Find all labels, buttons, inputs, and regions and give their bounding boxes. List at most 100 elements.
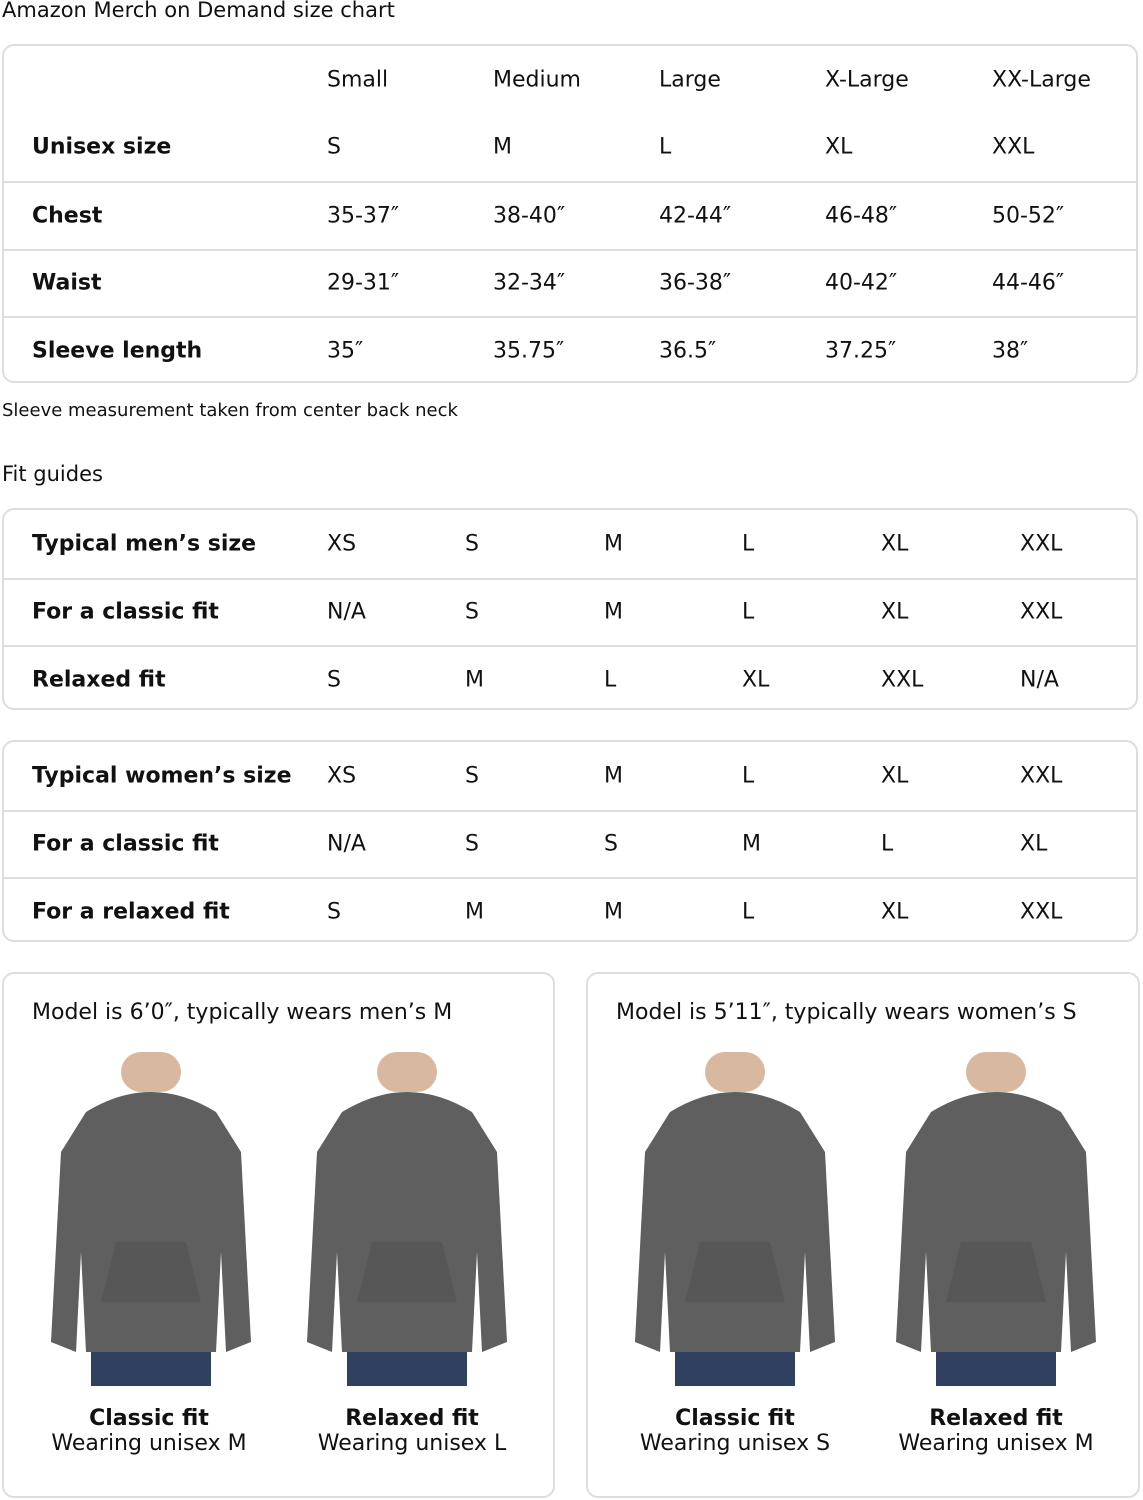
photo-caption: Classic fit Wearing unisex S: [639, 1406, 831, 1456]
table-cell: 44-46″: [992, 270, 1065, 296]
page-title: Amazon Merch on Demand size chart: [2, 0, 395, 22]
table-cell: S: [465, 763, 479, 789]
table-cell: M: [493, 134, 512, 160]
table-cell: S: [465, 599, 479, 625]
table-row: Waist 29-31″ 32-34″ 36-38″ 40-42″ 44-46″: [4, 248, 1136, 317]
table-cell: XS: [327, 763, 357, 789]
face: [705, 1052, 765, 1092]
table-cell: 40-42″: [825, 270, 898, 296]
table-row: Typical women’s size XS S M L XL XXL: [4, 742, 1136, 810]
hoodie-body: [51, 1092, 251, 1352]
row-label: For a classic fit: [32, 831, 219, 857]
table-cell: N/A: [1020, 667, 1059, 693]
table-cell: S: [327, 134, 341, 160]
hoodie-photo-classic: [46, 1052, 256, 1386]
table-cell: XXL: [1020, 899, 1063, 925]
table-cell: XL: [881, 763, 909, 789]
table-cell: S: [465, 531, 479, 557]
row-label: Typical women’s size: [32, 763, 292, 789]
table-cell: L: [742, 599, 755, 625]
table-cell: L: [659, 134, 672, 160]
model-card-men: Model is 6’0″, typically wears men’s M C…: [2, 972, 555, 1498]
column-header: Medium: [493, 67, 581, 93]
fit-guides-title: Fit guides: [2, 462, 103, 486]
face: [377, 1052, 437, 1092]
table-cell: M: [465, 667, 484, 693]
row-label: Waist: [32, 270, 102, 296]
table-header-row: Small Medium Large X-Large XX-Large: [4, 46, 1136, 114]
table-cell: 35-37″: [327, 203, 400, 229]
table-cell: S: [604, 831, 618, 857]
table-cell: XXL: [1020, 531, 1063, 557]
table-cell: XXL: [1020, 599, 1063, 625]
hoodie-photo-relaxed: [891, 1052, 1101, 1386]
hoodie-pocket: [101, 1242, 201, 1302]
row-label: Unisex size: [32, 134, 172, 160]
table-cell: M: [604, 763, 623, 789]
table-cell: L: [742, 531, 755, 557]
table-cell: M: [465, 899, 484, 925]
row-label: For a classic fit: [32, 599, 219, 625]
table-cell: L: [742, 763, 755, 789]
sleeve-note: Sleeve measurement taken from center bac…: [2, 400, 458, 421]
table-cell: 50-52″: [992, 203, 1065, 229]
hoodie-pocket: [685, 1242, 785, 1302]
table-cell: 38-40″: [493, 203, 566, 229]
column-header: XX-Large: [992, 67, 1091, 93]
table-cell: S: [327, 899, 341, 925]
row-label: Chest: [32, 203, 103, 229]
hoodie-pocket: [357, 1242, 457, 1302]
table-cell: L: [881, 831, 894, 857]
hoodie-photo-relaxed: [302, 1052, 512, 1386]
table-cell: 42-44″: [659, 203, 732, 229]
hoodie-photo-classic: [630, 1052, 840, 1386]
table-cell: XL: [825, 134, 853, 160]
table-cell: XL: [742, 667, 770, 693]
table-cell: 46-48″: [825, 203, 898, 229]
model-card-women: Model is 5’11″, typically wears women’s …: [586, 972, 1140, 1498]
jeans: [91, 1352, 211, 1386]
column-header: Small: [327, 67, 389, 93]
table-cell: XL: [881, 599, 909, 625]
table-cell: 37.25″: [825, 338, 897, 364]
row-label: Relaxed fit: [32, 667, 166, 693]
face: [121, 1052, 181, 1092]
table-row: For a classic fit N/A S M L XL XXL: [4, 577, 1136, 646]
photo-caption: Relaxed fit Wearing unisex L: [317, 1406, 507, 1456]
hoodie-body: [635, 1092, 835, 1352]
table-cell: N/A: [327, 599, 366, 625]
womens-fit-table: Typical women’s size XS S M L XL XXL For a clas…: [2, 740, 1138, 942]
table-cell: M: [604, 599, 623, 625]
table-cell: N/A: [327, 831, 366, 857]
table-cell: XL: [881, 899, 909, 925]
table-cell: 36.5″: [659, 338, 717, 364]
table-row: Sleeve length 35″ 35.75″ 36.5″ 37.25″ 38″: [4, 316, 1136, 384]
photo-caption: Classic fit Wearing unisex M: [51, 1406, 247, 1456]
model-title: Model is 6’0″, typically wears men’s M: [32, 1000, 453, 1025]
table-cell: 35″: [327, 338, 364, 364]
table-cell: S: [465, 831, 479, 857]
photo-caption: Relaxed fit Wearing unisex M: [898, 1406, 1094, 1456]
table-cell: XXL: [992, 134, 1035, 160]
table-cell: XXL: [881, 667, 924, 693]
jeans: [347, 1352, 467, 1386]
table-cell: 29-31″: [327, 270, 400, 296]
table-row: For a relaxed fit S M M L XL XXL: [4, 877, 1136, 945]
table-cell: M: [604, 531, 623, 557]
table-cell: XL: [881, 531, 909, 557]
table-row: For a classic fit N/A S S M L XL: [4, 809, 1136, 878]
table-cell: 38″: [992, 338, 1029, 364]
row-label: Typical men’s size: [32, 531, 257, 557]
table-row: Typical men’s size XS S M L XL XXL: [4, 510, 1136, 578]
table-row: Unisex size S M L XL XXL: [4, 114, 1136, 182]
face: [966, 1052, 1026, 1092]
table-cell: 36-38″: [659, 270, 732, 296]
table-cell: L: [742, 899, 755, 925]
column-header: X-Large: [825, 67, 909, 93]
table-cell: M: [742, 831, 761, 857]
mens-fit-table: Typical men’s size XS S M L XL XXL For a classi…: [2, 508, 1138, 710]
table-row: Chest 35-37″ 38-40″ 42-44″ 46-48″ 50-52″: [4, 181, 1136, 249]
hoodie-body: [307, 1092, 507, 1352]
row-label: For a relaxed fit: [32, 899, 230, 925]
table-cell: XS: [327, 531, 357, 557]
